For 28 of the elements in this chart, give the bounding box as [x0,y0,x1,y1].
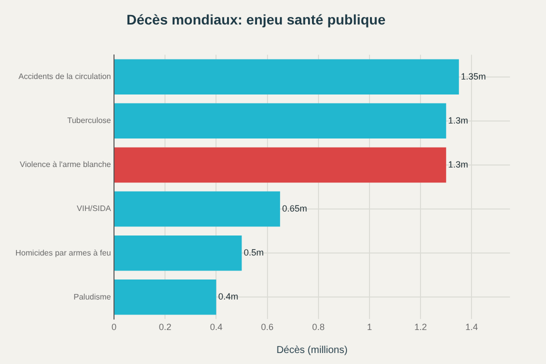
bar [114,235,242,271]
x-tick-label: 1.2 [414,322,427,332]
data-label: 1.3m [448,115,468,126]
bar [114,191,280,227]
x-tick-label: 0 [111,322,117,332]
x-tick-label: 0.2 [158,322,172,332]
y-tick-label: Violence à l'arme blanche [20,160,112,170]
bar [114,280,216,315]
bar [114,59,459,94]
data-label: 0.5m [244,248,264,258]
x-tick-label: 1.4 [465,322,478,332]
y-tick-label: VIH/SIDA [76,204,112,214]
data-label: 1.3m [448,159,468,170]
y-tick-label: Accidents de la circulation [18,72,111,82]
y-tick-label: Homicides par armes à feu [15,248,111,258]
data-label: 1.35m [460,71,486,82]
chart-title: Décès mondiaux: enjeu santé publique [126,11,386,28]
x-tick-label: 0.4 [210,322,222,332]
y-tick-label: Paludisme [74,292,112,302]
x-tick-label: 0.6 [261,322,274,332]
bar [114,103,446,139]
x-tick-label: 0.8 [312,322,325,332]
data-label: 0.4m [218,292,238,302]
bar [114,147,446,183]
data-label: 0.65m [282,204,308,214]
x-axis-title: Décès (millions) [276,344,348,356]
y-tick-label: Tuberculose [67,116,112,126]
x-tick-label: 1 [366,322,372,332]
